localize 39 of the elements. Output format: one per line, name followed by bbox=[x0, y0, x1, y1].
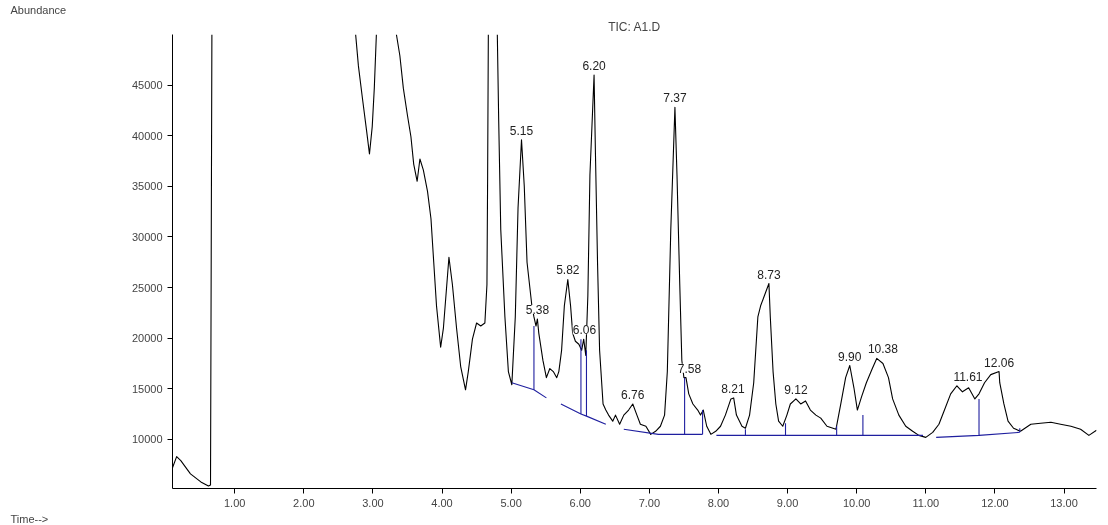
annotation: 8.21 bbox=[721, 381, 745, 396]
annotation: 8.73 bbox=[757, 267, 781, 282]
annotation: 7.37 bbox=[663, 91, 687, 106]
text: Abundance bbox=[10, 3, 67, 16]
y-tick-label: 45000 bbox=[131, 79, 163, 92]
y-tick-label: 35000 bbox=[131, 180, 163, 193]
x-tick-label: 5.00 bbox=[500, 496, 522, 509]
annotation: 12.06 bbox=[984, 355, 1015, 370]
y-tick-label: 15000 bbox=[131, 382, 163, 395]
annotation: 11.61 bbox=[953, 369, 983, 384]
x-tick-label: 3.00 bbox=[362, 496, 384, 509]
x-tick-label: 1.00 bbox=[223, 496, 246, 509]
annotation: 7.58 bbox=[677, 361, 702, 376]
y-tick-label: 30000 bbox=[131, 230, 163, 243]
annotation: 9.90 bbox=[838, 349, 862, 364]
x-tick-label: 8.00 bbox=[707, 496, 730, 509]
x-tick-label: 7.00 bbox=[638, 496, 661, 509]
chart-title: TIC: A1.D bbox=[608, 19, 661, 34]
text: Time--> bbox=[10, 512, 49, 525]
annotation: 9.12 bbox=[784, 382, 808, 397]
x-tick-label: 2.00 bbox=[293, 496, 315, 509]
annotation: 5.82 bbox=[556, 263, 580, 278]
y-tick-label: 40000 bbox=[131, 129, 163, 142]
x-tick-label: 9.00 bbox=[776, 496, 799, 509]
annotation: 10.38 bbox=[867, 342, 899, 357]
x-tick-label: 10.00 bbox=[842, 496, 871, 509]
annotation: 5.38 bbox=[525, 302, 550, 317]
annotation: 6.20 bbox=[582, 58, 607, 73]
annotation: 5.15 bbox=[509, 123, 534, 138]
y-tick-label: 10000 bbox=[131, 433, 163, 446]
x-tick-label: 11.00 bbox=[912, 496, 940, 509]
annotation: 6.76 bbox=[621, 387, 645, 402]
x-tick-label: 13.00 bbox=[1050, 496, 1078, 509]
y-tick-label: 25000 bbox=[131, 281, 163, 294]
x-tick-label: 6.00 bbox=[569, 496, 591, 509]
x-tick-label: 12.00 bbox=[981, 496, 1009, 509]
y-tick-label: 20000 bbox=[131, 332, 163, 345]
annotation: 6.06 bbox=[572, 323, 597, 338]
x-tick-label: 4.00 bbox=[431, 496, 453, 509]
